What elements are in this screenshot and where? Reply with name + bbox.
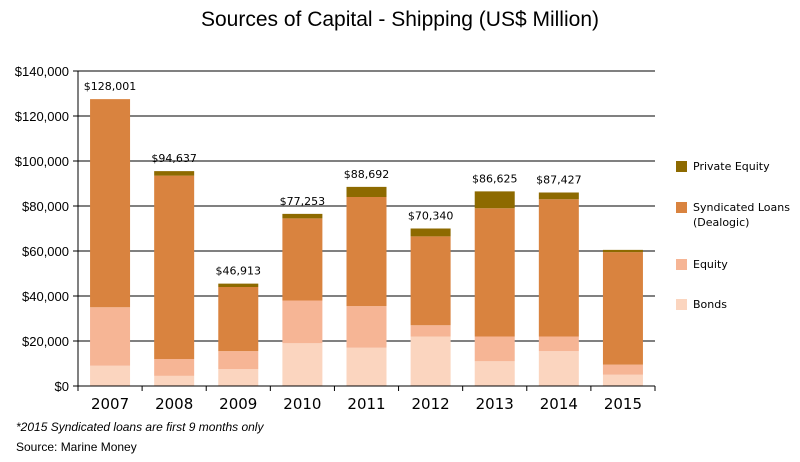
x-tick-label: 2013 (476, 395, 514, 413)
bar-segment (538, 351, 579, 386)
chart-source: Source: Marine Money (16, 440, 137, 454)
bar-segment (154, 171, 195, 176)
bar-segment (218, 287, 259, 352)
y-tick-label: $60,000 (22, 244, 69, 259)
x-tick-label: 2012 (412, 395, 450, 413)
y-tick-label: $120,000 (15, 109, 69, 124)
bar-segment (602, 249, 643, 253)
bar-segment (154, 359, 195, 376)
legend-swatch (676, 299, 687, 310)
bar-segment (218, 283, 259, 287)
bar-segment (154, 375, 195, 386)
bar-segment (602, 364, 643, 375)
chart-footnote: *2015 Syndicated loans are first 9 month… (16, 420, 264, 434)
bar-segment (90, 99, 131, 308)
bar-segment (410, 228, 451, 237)
y-tick-label: $20,000 (22, 334, 69, 349)
x-tick-label: 2010 (283, 395, 321, 413)
y-tick-label: $100,000 (15, 154, 69, 169)
bar-segment (346, 197, 387, 307)
bar-segment (346, 186, 387, 197)
bar-segment (90, 365, 131, 386)
x-tick-label: 2014 (540, 395, 578, 413)
data-label: $86,625 (472, 172, 518, 185)
x-tick-label: 2011 (347, 395, 385, 413)
y-tick-label: $140,000 (15, 64, 69, 79)
x-tick-label: 2008 (155, 395, 193, 413)
legend-label: Syndicated Loans (693, 201, 790, 214)
data-label: $46,913 (216, 265, 262, 278)
legend-label: Private Equity (693, 160, 770, 173)
bar-segment (90, 307, 131, 366)
bar-segment (474, 191, 515, 209)
bar-segment (410, 236, 451, 326)
x-tick-label: 2015 (604, 395, 642, 413)
bar-segment (538, 336, 579, 352)
bar-segment (346, 306, 387, 348)
data-label: $87,427 (536, 174, 582, 187)
bar-segment (538, 199, 579, 337)
bar-segment (538, 192, 579, 200)
legend-swatch (676, 259, 687, 270)
bar-segment (282, 343, 323, 386)
bar-segment (282, 218, 323, 301)
y-tick-label: $0 (55, 379, 69, 394)
legend-swatch (676, 161, 687, 172)
bar-segment (410, 325, 451, 337)
x-tick-label: 2009 (219, 395, 257, 413)
legend-swatch (676, 202, 687, 213)
bar-segment (602, 374, 643, 386)
y-tick-label: $40,000 (22, 289, 69, 304)
legend-label: (Dealogic) (693, 216, 749, 229)
data-label: $88,692 (344, 168, 390, 181)
bar-segment (474, 336, 515, 362)
legend-label: Equity (693, 258, 728, 271)
bar-segment (282, 300, 323, 344)
bar-segment (218, 351, 259, 370)
data-label: $94,637 (151, 152, 197, 165)
bar-segment (474, 208, 515, 337)
chart-title: Sources of Capital - Shipping (US$ Milli… (200, 8, 599, 31)
bar-segment (218, 369, 259, 386)
bar-segment (282, 213, 323, 219)
data-label: $77,253 (280, 195, 326, 208)
legend-label: Bonds (693, 298, 727, 311)
data-label: $70,340 (408, 210, 454, 223)
data-label: $128,001 (84, 80, 137, 93)
bar-segment (154, 175, 195, 359)
bar-segment (410, 336, 451, 386)
y-tick-label: $80,000 (22, 199, 69, 214)
bar-segment (602, 252, 643, 365)
bar-segment (346, 347, 387, 386)
x-tick-label: 2007 (91, 395, 129, 413)
bar-segment (474, 361, 515, 386)
